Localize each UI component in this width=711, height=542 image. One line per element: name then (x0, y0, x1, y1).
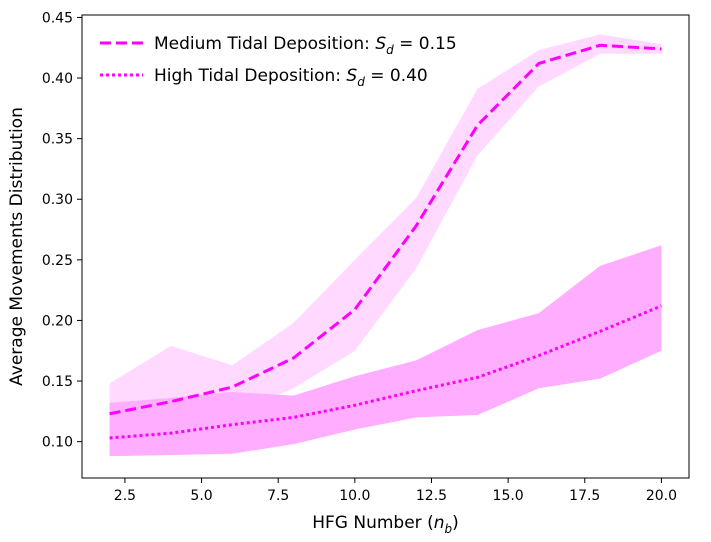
y-tick-label: 0.40 (42, 71, 73, 87)
x-tick-label: 17.5 (569, 488, 600, 504)
y-axis-label: Average Movements Distribution (7, 107, 27, 386)
series-1-band (109, 34, 662, 442)
x-tick-label: 15.0 (493, 488, 524, 504)
legend-label-2: High Tidal Deposition: Sd = 0.40 (154, 66, 428, 89)
series-lines (109, 43, 662, 440)
y-tick-label: 0.35 (42, 132, 73, 148)
x-axis-label: HFG Number (nb) (312, 513, 459, 536)
y-tick-label: 0.15 (42, 374, 73, 390)
series-1-line (109, 43, 662, 416)
x-tick-label: 7.5 (267, 488, 289, 504)
y-tick-label: 0.30 (42, 192, 73, 208)
x-tick-label: 10.0 (339, 488, 370, 504)
confidence-bands (109, 34, 662, 457)
legend-label-1: Medium Tidal Deposition: Sd = 0.15 (154, 34, 457, 57)
x-tick-label: 20.0 (646, 488, 677, 504)
y-axis-ticks: 0.10 0.15 0.20 0.25 0.30 0.35 0.40 0.45 (42, 10, 82, 451)
series-2-line (109, 304, 662, 440)
x-axis-ticks: 2.5 5.0 7.5 10.0 12.5 15.0 17.5 20.0 (114, 478, 677, 504)
x-tick-label: 12.5 (416, 488, 447, 504)
x-tick-label: 2.5 (114, 488, 136, 504)
y-tick-label: 0.25 (42, 253, 73, 269)
y-tick-label: 0.20 (42, 313, 73, 329)
y-tick-label: 0.10 (42, 435, 73, 451)
plot-frame (81, 14, 690, 479)
x-tick-label: 5.0 (190, 488, 212, 504)
y-tick-label: 0.45 (42, 10, 73, 26)
legend: Medium Tidal Deposition: Sd = 0.15 High T… (100, 34, 457, 89)
series-2-band (109, 245, 662, 457)
